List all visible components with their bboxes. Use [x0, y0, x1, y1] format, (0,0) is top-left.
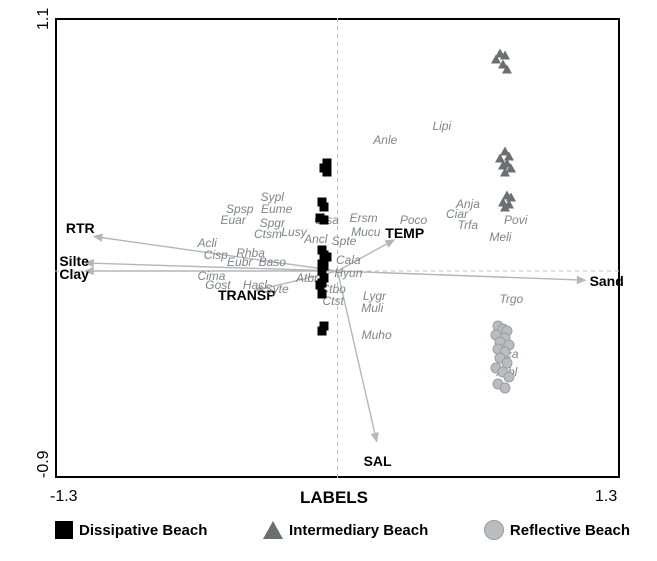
legend-dissipative: Dissipative Beach [55, 521, 207, 539]
x-tick-min: -1.3 [50, 488, 78, 506]
point-square [320, 202, 329, 211]
species-muho: Muho [362, 328, 392, 342]
species-lusy: Lusy [281, 225, 306, 239]
circle-icon [484, 520, 504, 540]
vector-label-clay: Clay [59, 266, 89, 282]
species-ancl: Ancl [304, 232, 327, 246]
species-hacl: Hacl [243, 278, 267, 292]
vector-label-sal: SAL [364, 453, 392, 469]
species-ersm: Ersm [350, 211, 378, 225]
species-syte: Syte [265, 282, 289, 296]
legend-label-1: Intermediary Beach [289, 522, 428, 539]
species-eubr: Eubr [227, 255, 252, 269]
point-square [320, 216, 329, 225]
triangle-icon [263, 521, 283, 539]
y-tick-min: -0.9 [35, 450, 53, 478]
legend-reflective: Reflective Beach [484, 520, 630, 540]
ordination-figure: 1.1 -0.9 -1.3 1.3 LABELS RTRSilteClayTRA… [0, 0, 657, 561]
point-square [316, 280, 325, 289]
point-triangle [500, 202, 510, 211]
species-cala: Cala [336, 253, 361, 267]
vector-label-rtr: RTR [66, 220, 95, 236]
point-square [318, 326, 327, 335]
species-eume: Eume [261, 202, 292, 216]
species-trfa: Trfa [458, 218, 478, 232]
species-hyun: Hyun [334, 266, 362, 280]
point-square [322, 168, 331, 177]
legend-intermediary: Intermediary Beach [263, 521, 428, 539]
species-povi: Povi [504, 213, 527, 227]
point-triangle [500, 168, 510, 177]
species-euar: Euar [221, 213, 246, 227]
species-cisp: Cisp [204, 248, 228, 262]
point-circle [504, 371, 515, 382]
x-tick-max: 1.3 [595, 488, 617, 506]
point-square [318, 290, 327, 299]
species-ctsm: Ctsm [254, 227, 282, 241]
species-gost: Gost [205, 278, 230, 292]
x-axis-label: LABELS [300, 488, 368, 508]
species-spte: Spte [332, 234, 357, 248]
vector-label-sand: Sand [590, 273, 624, 289]
species-lipi: Lipi [432, 119, 451, 133]
legend-label-2: Reflective Beach [510, 522, 630, 539]
species-anle: Anle [373, 133, 397, 147]
species-baso: Baso [259, 255, 286, 269]
legend: Dissipative Beach Intermediary Beach Ref… [55, 520, 630, 540]
species-muli: Muli [361, 301, 383, 315]
square-icon [55, 521, 73, 539]
species-meli: Meli [489, 230, 511, 244]
point-triangle [502, 64, 512, 73]
legend-label-0: Dissipative Beach [79, 522, 207, 539]
y-tick-max: 1.1 [35, 8, 53, 30]
species-poco: Poco [400, 213, 427, 227]
point-triangle [500, 50, 510, 59]
point-circle [499, 383, 510, 394]
species-trgo: Trgo [499, 292, 523, 306]
